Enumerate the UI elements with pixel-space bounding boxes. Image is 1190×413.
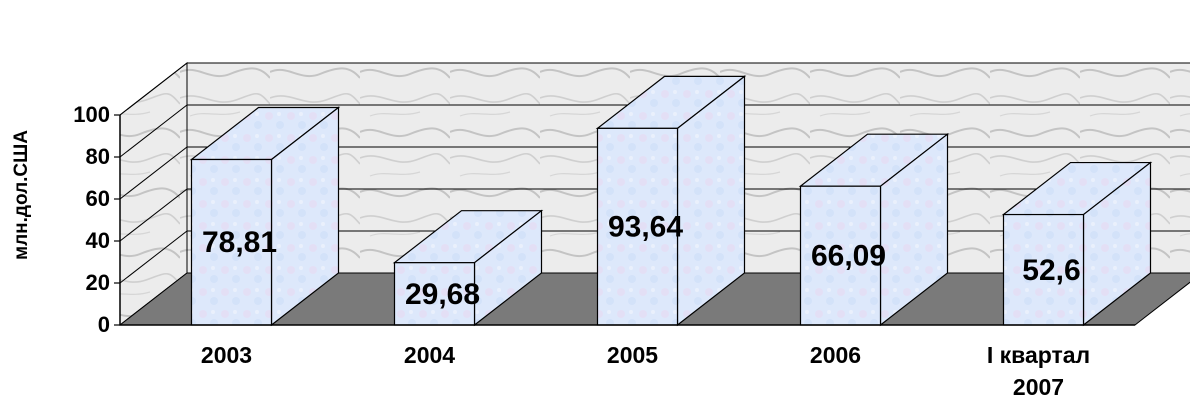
y-tick-label: 40 <box>86 228 110 253</box>
bar: 29,68 <box>392 209 544 327</box>
y-axis-title-text: млн.дол.США <box>11 130 32 260</box>
x-tick-label: 2003 <box>201 342 252 368</box>
gridline <box>119 104 1190 158</box>
bar: 52,6 <box>1001 161 1153 327</box>
bar-front <box>1002 213 1085 326</box>
gridline <box>119 62 1190 116</box>
x-tick-label: 2006 <box>810 342 861 368</box>
y-axis-title: млн.дол.США <box>2 100 42 290</box>
data-label: 52,6 <box>1022 254 1080 287</box>
x-tick-label: 2004 <box>404 342 455 368</box>
y-tick-label: 60 <box>86 186 110 211</box>
x-tick-label: 2005 <box>607 342 658 368</box>
bar: 93,64 <box>595 75 747 327</box>
x-tick-label: 2007 <box>1013 374 1064 400</box>
data-label: 78,81 <box>202 226 277 259</box>
data-label: 29,68 <box>405 278 480 311</box>
y-tick-label: 80 <box>86 144 110 169</box>
bar-front <box>596 127 679 326</box>
bar: 66,09 <box>798 132 950 327</box>
data-label: 93,64 <box>608 211 683 244</box>
y-tick-label: 100 <box>73 102 110 127</box>
y-tick-label: 20 <box>86 270 110 295</box>
data-label: 66,09 <box>811 240 886 273</box>
x-tick-label: I квартал <box>987 342 1090 368</box>
y-tick-label: 0 <box>98 312 110 337</box>
bar-front <box>799 185 882 326</box>
bar-front <box>393 262 476 326</box>
